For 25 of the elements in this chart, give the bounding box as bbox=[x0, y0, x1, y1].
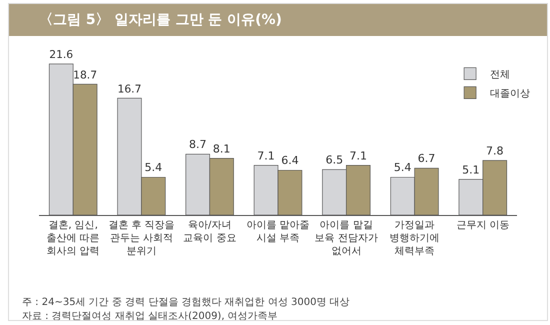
data-label: 6.5 bbox=[326, 154, 344, 167]
legend-label: 대졸이상 bbox=[490, 88, 530, 100]
data-label: 5.1 bbox=[462, 163, 480, 176]
data-label: 7.1 bbox=[257, 149, 275, 162]
data-label: 6.4 bbox=[281, 154, 299, 168]
x-tick-label: 가정일과 병행하기에 체력부족 bbox=[390, 220, 440, 257]
data-label: 6.7 bbox=[418, 152, 436, 166]
x-tick-label: 결혼 후 직장을 관두는 사회적 분위기 bbox=[108, 220, 175, 257]
x-tick-label: 근무지 이동 bbox=[456, 220, 510, 231]
x-tick-label: 아이를 맡길 보육 전담자가 없어서 bbox=[314, 220, 378, 257]
data-label: 7.1 bbox=[349, 149, 367, 162]
x-tick-label: 육아/자녀 교육이 중요 bbox=[183, 220, 236, 244]
chart-title: 〈그림 5〉 일자리를 그만 둔 이유(%) bbox=[9, 4, 547, 36]
data-label: 8.7 bbox=[189, 138, 207, 152]
data-label: 5.4 bbox=[394, 161, 412, 174]
x-tick-label: 아이를 맡아줄 시설 부족 bbox=[246, 220, 310, 244]
data-label: 8.1 bbox=[212, 142, 230, 156]
x-tick-label: 결혼, 임신, 출산에 따른 회사의 압력 bbox=[46, 220, 100, 257]
data-label: 7.8 bbox=[486, 144, 504, 158]
data-label: 21.6 bbox=[49, 48, 74, 62]
legend-label: 전체 bbox=[490, 70, 510, 81]
text: 주 : 24~35세 기간 중 경력 단절을 경험했다 재취업한 여성 3000명 대상 bbox=[22, 297, 350, 308]
data-label: 5.4 bbox=[144, 161, 162, 174]
data-label: 18.7 bbox=[73, 68, 98, 82]
data-label: 16.7 bbox=[118, 82, 142, 96]
